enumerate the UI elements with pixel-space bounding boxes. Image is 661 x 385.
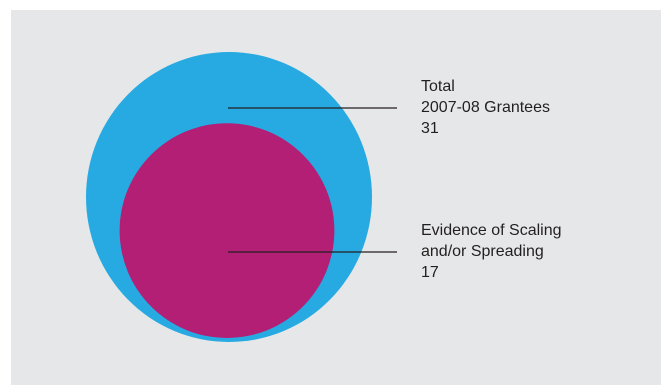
label-scaling-line-1: Evidence of Scaling	[421, 222, 562, 239]
label-total-line-2: 2007-08 Grantees	[421, 99, 550, 116]
label-scaling-line-2: and/or Spreading	[421, 243, 544, 260]
value-total: 31	[421, 120, 439, 137]
label-total-line-1: Total	[421, 78, 455, 95]
circle-scaling	[119, 123, 335, 339]
value-scaling: 17	[421, 264, 439, 281]
